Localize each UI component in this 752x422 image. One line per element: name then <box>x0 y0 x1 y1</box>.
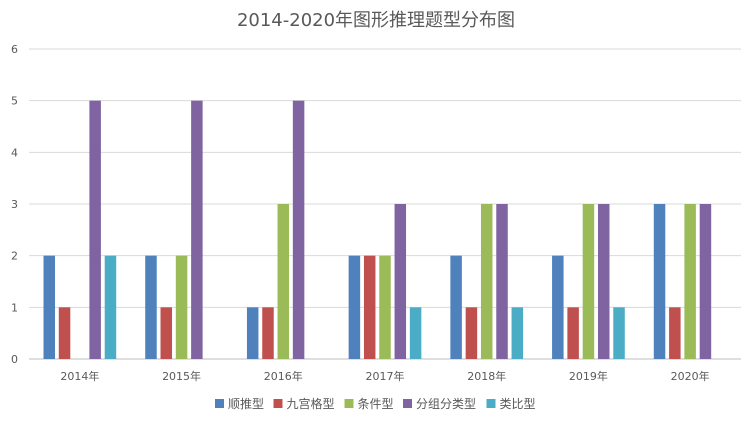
bar-5-1 <box>104 255 117 359</box>
y-tick-label: 5 <box>11 95 18 108</box>
legend-label-2: 九宫格型 <box>287 396 335 411</box>
legend-label-1: 顺推型 <box>228 397 264 411</box>
chart-title: 2014-2020年图形推理题型分布图 <box>236 10 516 31</box>
legend-swatch-2 <box>273 399 283 408</box>
bar-5-6 <box>613 307 625 359</box>
x-tick-label: 2014年 <box>60 369 99 383</box>
bar-1-6 <box>552 255 564 359</box>
bar-3-4 <box>379 255 391 359</box>
bar-2-2 <box>160 307 173 359</box>
bar-4-2 <box>191 100 203 360</box>
x-tick-label: 2019年 <box>569 369 608 383</box>
bar-2-1 <box>58 307 71 359</box>
y-tick-label: 4 <box>11 146 18 159</box>
bar-1-5 <box>450 255 462 359</box>
legend-swatch-5 <box>486 399 496 408</box>
bar-4-1 <box>89 100 101 360</box>
legend-label-3: 条件型 <box>358 397 394 411</box>
bar-5-5 <box>511 307 524 359</box>
bar-2-6 <box>567 307 579 359</box>
x-tick-label: 2018年 <box>467 369 506 383</box>
bar-1-1 <box>43 255 56 359</box>
legend-swatch-1 <box>215 399 224 408</box>
x-tick-label: 2020年 <box>671 369 710 383</box>
y-tick-label: 0 <box>11 353 18 366</box>
bar-4-7 <box>699 204 712 359</box>
bar-1-2 <box>145 255 157 359</box>
bar-2-7 <box>669 307 681 359</box>
bar-3-7 <box>684 204 696 359</box>
bar-4-4 <box>394 204 407 359</box>
bar-3-3 <box>277 204 290 359</box>
bar-1-3 <box>246 307 259 359</box>
bar-4-3 <box>292 100 305 360</box>
legend-label-5: 类比型 <box>500 397 536 411</box>
x-tick-label: 2016年 <box>264 369 303 383</box>
y-tick-label: 2 <box>11 250 18 263</box>
bar-3-2 <box>175 255 188 359</box>
bar-2-4 <box>363 255 376 359</box>
bar-1-7 <box>653 204 666 359</box>
y-tick-label: 6 <box>11 43 18 56</box>
bar-4-5 <box>496 204 508 359</box>
legend-swatch-3 <box>344 399 354 408</box>
bar-1-4 <box>348 255 361 359</box>
bar-2-5 <box>465 307 478 359</box>
legend-swatch-4 <box>403 399 412 408</box>
bar-3-6 <box>582 204 595 359</box>
bar-5-4 <box>409 307 422 359</box>
bar-4-6 <box>597 204 610 359</box>
legend-label-4: 分组分类型 <box>416 397 476 411</box>
x-tick-label: 2015年 <box>162 369 201 383</box>
y-tick-label: 3 <box>11 198 18 211</box>
x-tick-label: 2017年 <box>366 369 405 383</box>
bar-3-5 <box>480 204 493 359</box>
bar-2-3 <box>262 307 274 359</box>
y-tick-label: 1 <box>11 301 18 314</box>
